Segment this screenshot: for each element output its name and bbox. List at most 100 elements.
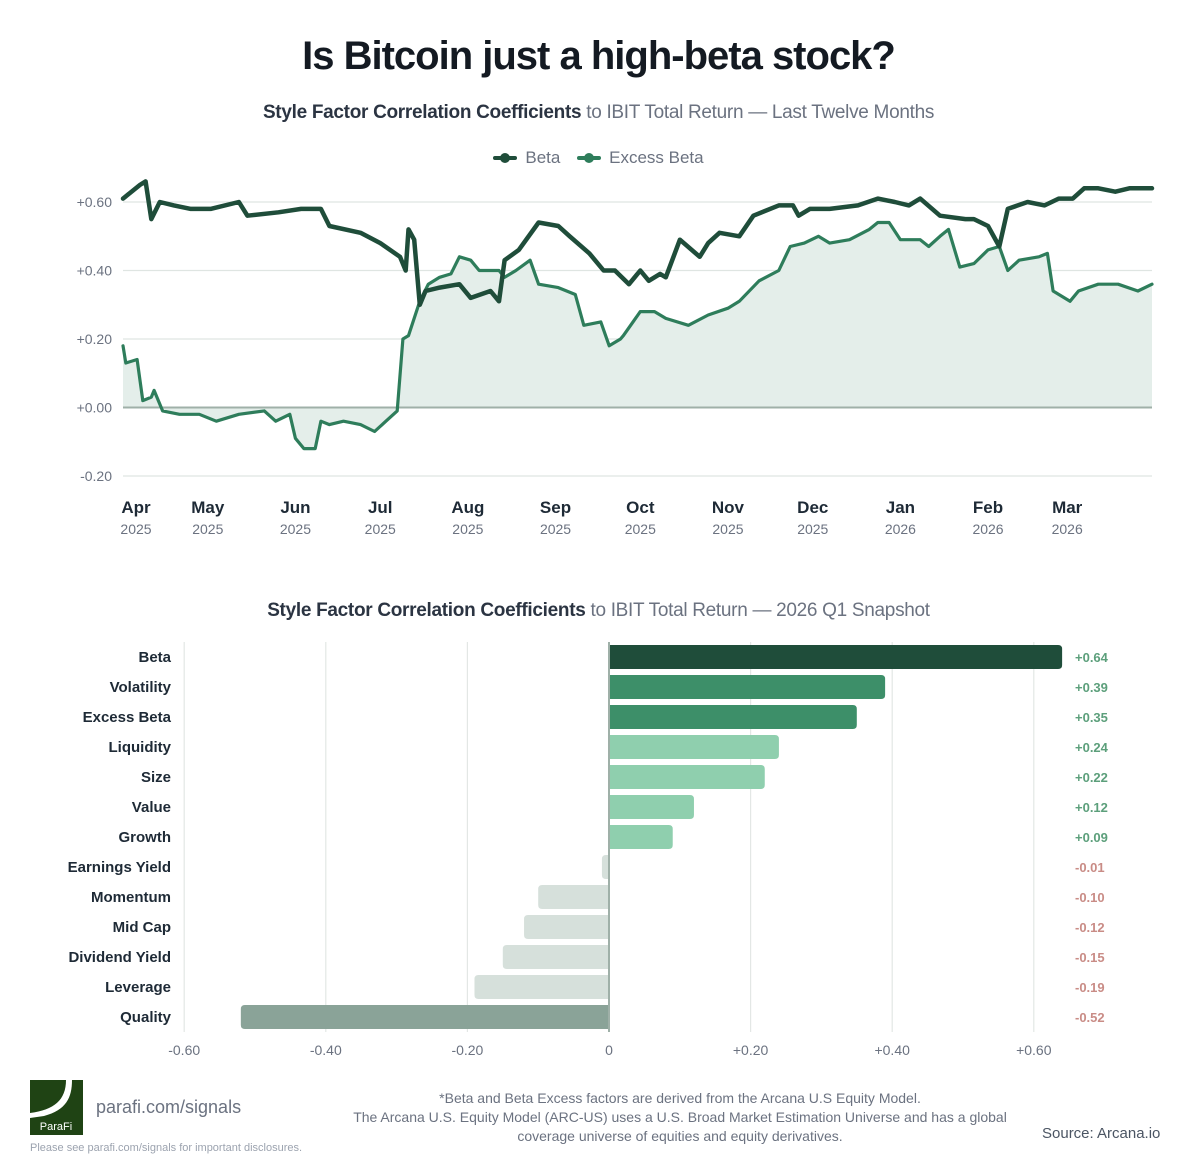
- bar-earnings-yield: [601, 855, 609, 879]
- line-chart-subtitle: Style Factor Correlation Coefficients to…: [0, 102, 1197, 124]
- x-tick-label: 0: [605, 1042, 613, 1058]
- x-tick-year: 2025: [540, 521, 571, 537]
- bar-mid-cap: [524, 915, 609, 939]
- data-label: +0.12: [1075, 800, 1108, 815]
- category-label: Earnings Yield: [68, 859, 171, 876]
- parafi-logo: ParaFi: [30, 1080, 83, 1135]
- x-tick-year: 2026: [1052, 521, 1083, 537]
- x-tick-month: Jun: [280, 498, 310, 517]
- category-label: Growth: [119, 829, 172, 846]
- category-label: Beta: [138, 649, 171, 666]
- bar-quality: [240, 1005, 609, 1029]
- y-tick-label: +0.00: [77, 400, 113, 416]
- category-label: Momentum: [91, 889, 171, 906]
- bar-excess-beta: [609, 705, 857, 729]
- data-label: -0.15: [1075, 950, 1105, 965]
- footnote-line: coverage universe of equities and equity…: [517, 1128, 843, 1144]
- x-tick-month: Mar: [1052, 498, 1083, 517]
- legend-label-excess-beta: Excess Beta: [609, 148, 704, 167]
- line-chart-subtitle-bold: Style Factor Correlation Coefficients: [262, 102, 582, 123]
- data-label: -0.01: [1075, 860, 1105, 875]
- beta-line: [120, 179, 1155, 308]
- category-label: Quality: [120, 1009, 172, 1026]
- x-tick-month: Oct: [626, 498, 655, 517]
- y-tick-label: +0.20: [77, 331, 113, 347]
- bar-size: [609, 765, 765, 789]
- source-credit: Source: Arcana.io: [1042, 1125, 1161, 1142]
- legend-label-beta: Beta: [525, 148, 561, 167]
- excess-beta-line: [121, 220, 1154, 451]
- data-label: +0.24: [1075, 740, 1109, 755]
- x-tick-year: 2025: [712, 521, 743, 537]
- legend-item-beta[interactable]: Beta: [493, 148, 560, 168]
- x-tick-label: +0.20: [733, 1042, 769, 1058]
- data-label: +0.64: [1075, 650, 1109, 665]
- footnote-line: The Arcana U.S. Equity Model (ARC-US) us…: [353, 1109, 1007, 1125]
- x-tick-label: +0.40: [874, 1042, 910, 1058]
- x-tick-year: 2025: [625, 521, 656, 537]
- bar-liquidity: [609, 735, 779, 759]
- x-tick-year: 2025: [192, 521, 223, 537]
- x-tick-month: Dec: [797, 498, 828, 517]
- category-label: Liquidity: [109, 739, 172, 756]
- line-chart: +0.60 +0.40 +0.20 +0.00 -0.20 Apr 2025 May 2025 J…: [77, 179, 1155, 537]
- bar-chart-subtitle: Style Factor Correlation Coefficients to…: [0, 600, 1197, 622]
- bar-value: [609, 795, 694, 819]
- footer-link[interactable]: parafi.com/signals: [96, 1097, 242, 1117]
- data-label: +0.22: [1075, 770, 1108, 785]
- line-chart-subtitle-rest: to IBIT Total Return — Last Twelve Month…: [581, 102, 935, 123]
- x-tick-month: Jul: [368, 498, 393, 517]
- x-tick-month: Jan: [886, 498, 915, 517]
- data-label: +0.09: [1075, 830, 1108, 845]
- bar-growth: [609, 825, 673, 849]
- logo-text: ParaFi: [40, 1121, 72, 1133]
- x-tick-label: -0.40: [310, 1042, 342, 1058]
- category-label: Size: [141, 769, 171, 786]
- category-label: Volatility: [110, 679, 172, 696]
- x-tick-year: 2026: [972, 521, 1003, 537]
- data-label: +0.35: [1075, 710, 1108, 725]
- data-label: -0.10: [1075, 890, 1105, 905]
- data-label: -0.19: [1075, 980, 1105, 995]
- category-label: Mid Cap: [113, 919, 171, 936]
- bar-volatility: [609, 675, 886, 699]
- bar-chart-subtitle-rest: to IBIT Total Return — 2026 Q1 Snapshot: [585, 600, 930, 621]
- category-label: Leverage: [105, 979, 171, 996]
- x-tick-year: 2025: [280, 521, 311, 537]
- x-tick-label: -0.20: [451, 1042, 483, 1058]
- x-tick-month: Nov: [712, 498, 745, 517]
- excess-beta-area: [123, 222, 1152, 449]
- x-tick-year: 2025: [452, 521, 483, 537]
- y-tick-label: +0.60: [77, 194, 113, 210]
- x-tick-label: -0.60: [168, 1042, 200, 1058]
- x-tick-month: Aug: [451, 498, 484, 517]
- x-tick-year: 2025: [365, 521, 396, 537]
- footnote: *Beta and Beta Excess factors are derive…: [330, 1089, 1030, 1146]
- y-tick-label: +0.40: [77, 263, 113, 279]
- category-label: Dividend Yield: [68, 949, 171, 966]
- x-tick-label: +0.60: [1016, 1042, 1052, 1058]
- x-tick-month: Apr: [121, 498, 151, 517]
- legend-swatch-beta: [493, 153, 518, 163]
- legend-swatch-excess-beta: [577, 153, 602, 163]
- x-tick-year: 2026: [885, 521, 916, 537]
- page-title: Is Bitcoin just a high-beta stock?: [302, 34, 896, 78]
- legend-item-excess-beta[interactable]: Excess Beta: [577, 148, 704, 168]
- bar-momentum: [538, 885, 609, 909]
- bar-chart-subtitle-bold: Style Factor Correlation Coefficients: [267, 600, 586, 621]
- footnote-line: *Beta and Beta Excess factors are derive…: [439, 1090, 921, 1106]
- x-tick-year: 2025: [797, 521, 828, 537]
- bar-leverage: [474, 975, 609, 999]
- bar-chart: -0.60 -0.40 -0.20 0 +0.20 +0.40 +0.60 Beta +0.64…: [68, 642, 1109, 1058]
- data-label: -0.12: [1075, 920, 1105, 935]
- data-label: -0.52: [1075, 1010, 1105, 1025]
- category-label: Value: [132, 799, 171, 816]
- category-label: Excess Beta: [83, 709, 172, 726]
- x-tick-month: Feb: [973, 498, 1003, 517]
- bar-beta: [609, 645, 1063, 669]
- y-tick-label: -0.20: [80, 468, 112, 484]
- x-tick-year: 2025: [120, 521, 151, 537]
- bar-dividend-yield: [502, 945, 609, 969]
- x-tick-month: Sep: [540, 498, 571, 517]
- disclosure-text: Please see parafi.com/signals for import…: [30, 1142, 303, 1154]
